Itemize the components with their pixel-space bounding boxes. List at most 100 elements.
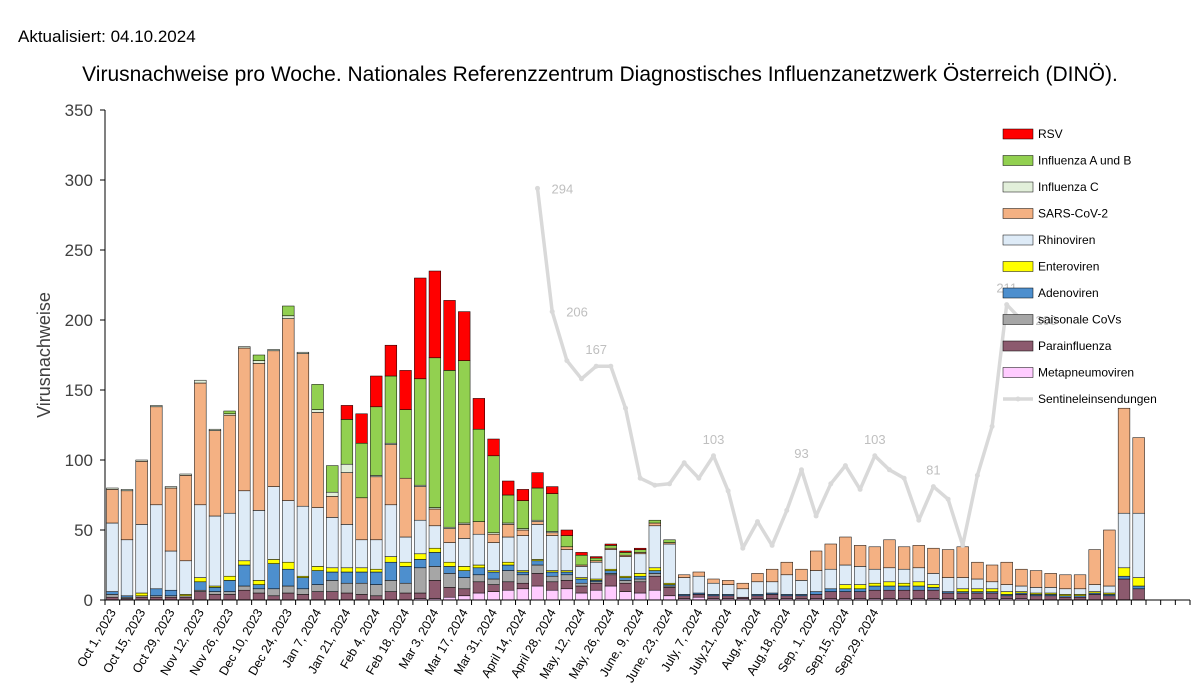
sentinel-point (901, 475, 907, 481)
legend-label: Adenoviren (1038, 286, 1099, 300)
bar-segment (384, 556, 398, 563)
legend-label: SARS-CoV-2 (1038, 207, 1108, 221)
bar-segment (516, 500, 529, 529)
bar-segment (502, 589, 515, 601)
bar-segment (634, 575, 647, 580)
sentinel-point (696, 475, 702, 481)
bar-segment (326, 465, 339, 493)
bar-segment (546, 571, 559, 577)
sentinel-point (725, 488, 731, 494)
bar-segment (912, 585, 925, 591)
bar-segment (648, 575, 661, 591)
bar-segment (252, 588, 266, 594)
bar-segment (853, 591, 867, 599)
bar-segment (648, 570, 661, 574)
bar-segment (296, 505, 310, 577)
bar-segment (985, 564, 999, 583)
bar-segment (883, 539, 896, 569)
bar-segment (370, 571, 383, 585)
bar-segment (326, 491, 339, 497)
bar-segment (355, 582, 368, 595)
sentinel-point (916, 517, 922, 523)
bar-segment (458, 588, 471, 597)
bar-segment (267, 349, 280, 352)
bar-segment (472, 564, 485, 569)
bar-segment (428, 508, 442, 527)
bar-segment (458, 311, 471, 361)
bar-segment (355, 413, 368, 444)
bar-segment (472, 592, 485, 601)
bar-segment (604, 585, 617, 601)
bar-segment (575, 578, 588, 584)
bar-segment (120, 539, 134, 597)
bar-segment (531, 472, 544, 489)
sentinel-data-label: 167 (585, 342, 607, 357)
legend-swatch (1002, 340, 1034, 352)
sentinel-point (930, 484, 936, 490)
bar-segment (399, 409, 412, 479)
bar-segment (722, 595, 735, 599)
bar-segment (619, 591, 632, 601)
bar-segment (546, 589, 559, 601)
bar-segment (766, 568, 779, 583)
bar-segment (531, 573, 544, 587)
bar-segment (384, 591, 398, 601)
bar-segment (560, 529, 573, 536)
bar-segment (150, 405, 163, 408)
bar-segment (824, 543, 837, 570)
bar-segment (868, 585, 881, 591)
bar-segment (634, 549, 647, 553)
y-tick-label: 350 (65, 101, 93, 120)
bar-segment (208, 594, 222, 601)
bar-segment (267, 595, 280, 601)
bar-segment (355, 497, 368, 541)
bar-segment (912, 545, 925, 569)
bar-segment (810, 550, 823, 571)
bar-segment (707, 578, 720, 584)
bar-segment (340, 592, 354, 601)
bar-segment (868, 582, 881, 587)
bar-segment (531, 564, 544, 574)
bar-segment (370, 375, 383, 408)
bar-segment (868, 589, 881, 599)
bar-segment (956, 546, 969, 578)
sentinel-point (637, 475, 643, 481)
bar-segment (766, 581, 779, 594)
bar-segment (311, 591, 324, 601)
bar-segment (443, 573, 456, 588)
bar-segment (1059, 588, 1072, 595)
bar-segment (839, 584, 852, 590)
bar-segment (384, 561, 398, 581)
bar-segment (941, 577, 955, 592)
bar-segment (267, 588, 280, 597)
bar-segment (106, 594, 119, 598)
bar-segment (340, 524, 354, 569)
bar-segment (428, 580, 442, 599)
sentinel-point (886, 467, 892, 473)
legend-swatch (1002, 155, 1034, 166)
bar-segment (208, 515, 222, 587)
bar-segment (106, 522, 119, 592)
bar-segment (428, 525, 442, 549)
bar-segment (883, 585, 896, 591)
bar-segment (853, 566, 867, 585)
bar-segment (560, 535, 573, 548)
bar-segment (311, 409, 324, 413)
bar-segment (150, 504, 163, 590)
bar-segment (575, 585, 588, 594)
bar-segment (927, 587, 940, 591)
bar-segment (164, 486, 178, 489)
bar-segment (678, 574, 691, 578)
bar-segment (648, 522, 661, 527)
bar-segment (238, 347, 251, 492)
updated-date: Aktualisiert: 04.10.2024 (18, 27, 196, 46)
bar-segment (604, 570, 617, 574)
bar-segment (414, 519, 427, 555)
bar-segment (340, 567, 354, 573)
bar-segment (1059, 574, 1072, 590)
bar-segment (604, 543, 617, 546)
bar-segment (560, 574, 573, 581)
bar-segment (135, 461, 148, 525)
legend: RSV Influenza A und B Influenza C SARS-CoV-… (1002, 127, 1157, 406)
bar-segment (810, 570, 823, 592)
